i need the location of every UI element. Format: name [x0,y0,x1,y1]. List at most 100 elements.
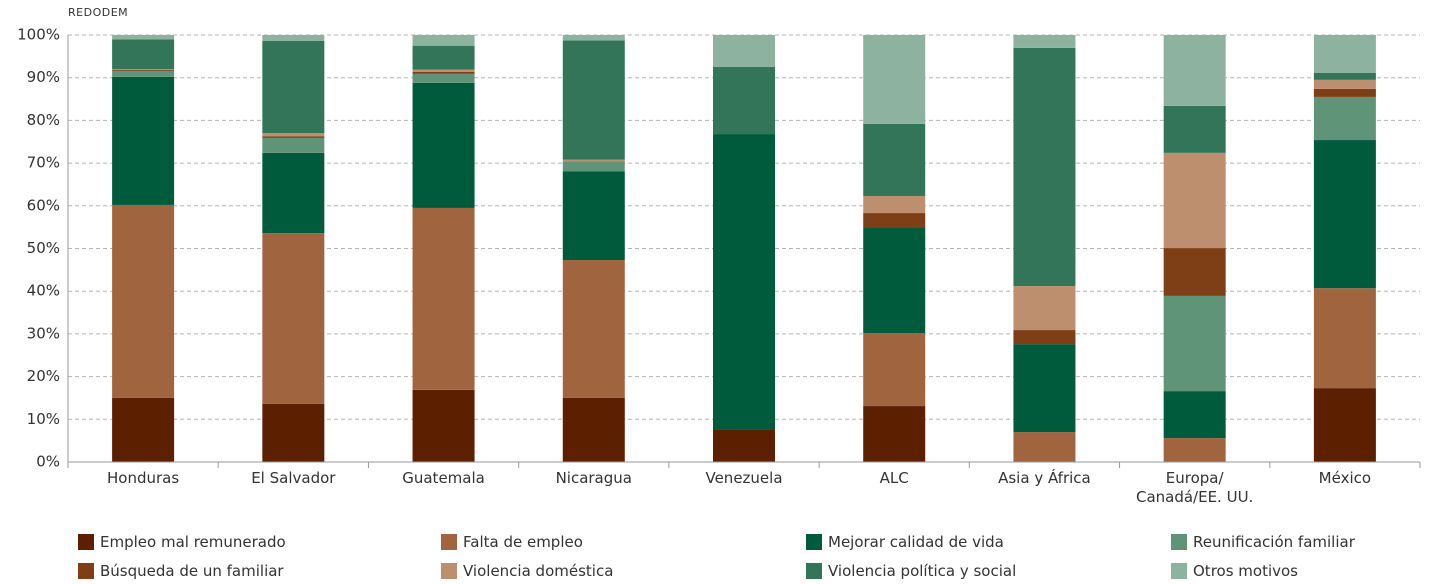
bar-segment [1313,288,1376,389]
bar-segment [1013,344,1076,433]
bar-segment [1313,79,1376,89]
bar-segment [412,35,475,46]
bar-segment [1013,330,1076,345]
x-tick-label: El Salvador [251,469,336,487]
y-tick-label: 70% [27,154,60,172]
y-tick-label: 0% [36,453,60,471]
bar-segment [863,333,926,407]
bar-segment [262,233,325,404]
bar-segment [1013,286,1076,331]
bar-segment [412,389,475,462]
bar-segment [1313,140,1376,289]
bar-segment [1013,47,1076,287]
bar-segment [1163,152,1226,249]
bar-segment [262,40,325,134]
bar-segment [412,73,475,83]
bar-segment [1013,432,1076,462]
bar-segment [713,134,775,430]
bar-segment [1163,438,1226,462]
bar-segment [1313,388,1376,462]
legend-label: Violencia doméstica [463,562,614,580]
x-tick-label: Venezuela [705,469,783,487]
y-tick-label: 30% [27,324,60,342]
bar-segment [863,123,926,196]
bar-segment [1163,248,1226,296]
y-tick-label: 90% [27,68,60,86]
y-tick-label: 80% [27,111,60,129]
legend-label: Falta de empleo [463,533,583,551]
bar-segment [262,152,325,234]
bar-segment [112,39,175,70]
legend-label: Reunificación familiar [1193,533,1355,551]
bar-segment [112,204,175,398]
bar-segment [1163,35,1226,106]
y-tick-label: 20% [27,367,60,385]
bar-segment [562,260,625,398]
bar-segment [112,70,175,77]
x-tick-label: ALC [879,469,909,487]
y-tick-label: 60% [27,196,60,214]
x-tick-label: Guatemala [402,469,485,487]
legend-swatch [78,563,94,579]
bar-segment [1313,88,1376,97]
bar-segment [1013,35,1076,48]
source-label: REDODEM [68,6,129,19]
bar-segment [412,207,475,390]
bar-segment [562,171,625,261]
bar-segment [112,70,175,71]
legend-swatch [78,534,94,550]
bar-segment [863,406,926,462]
bar-segment [562,35,625,41]
bar-segment [863,195,926,214]
legend-swatch [441,563,457,579]
bar-segment [1313,35,1376,74]
bar-segment [112,35,175,40]
legend-label: Violencia política y social [828,562,1017,580]
x-tick-label: Honduras [107,469,180,487]
bar-segment [562,159,625,162]
legend-label: Empleo mal remunerado [100,533,286,551]
legend-swatch [1171,534,1187,550]
bar-segment [713,429,775,462]
x-tick-label: Asia y África [998,469,1091,487]
legend-swatch [806,534,822,550]
bar-segment [863,213,926,229]
bar-segment [262,35,325,41]
bar-segment [1163,295,1226,392]
legend-swatch [441,534,457,550]
bar-segment [713,67,775,135]
legend-swatch [1171,563,1187,579]
legend-label: Búsqueda de un familiar [100,562,284,580]
bar-segment [1163,391,1226,439]
bar-segment [262,136,325,138]
bar-segment [562,40,625,160]
bar-segment [1313,73,1376,80]
y-tick-label: 10% [27,410,60,428]
bar-segment [112,69,175,71]
bar-segment [713,35,775,68]
bar-segment [863,228,926,334]
bar-segment [412,45,475,70]
y-tick-label: 40% [27,282,60,300]
legend-swatch [806,563,822,579]
bar-segment [262,137,325,153]
bar-segment [112,397,175,462]
legend-label: Mejorar calidad de vida [828,533,1004,551]
x-tick-label: Nicaragua [555,469,632,487]
bar-segment [112,76,175,205]
bar-segment [262,403,325,462]
bar-segment [412,71,475,74]
bar-segment [412,69,475,72]
bar-segment [412,82,475,208]
bar-segment [262,133,325,137]
bar-segment [562,161,625,172]
bar-segment [1163,105,1226,153]
x-tick-label: Europa/ Canadá/EE. UU. [1135,469,1254,506]
y-tick-label: 100% [17,26,60,44]
bar-segment [1313,96,1376,141]
x-tick-label: México [1318,469,1372,487]
bar-segment [863,35,926,124]
legend-label: Otros motivos [1193,562,1298,580]
